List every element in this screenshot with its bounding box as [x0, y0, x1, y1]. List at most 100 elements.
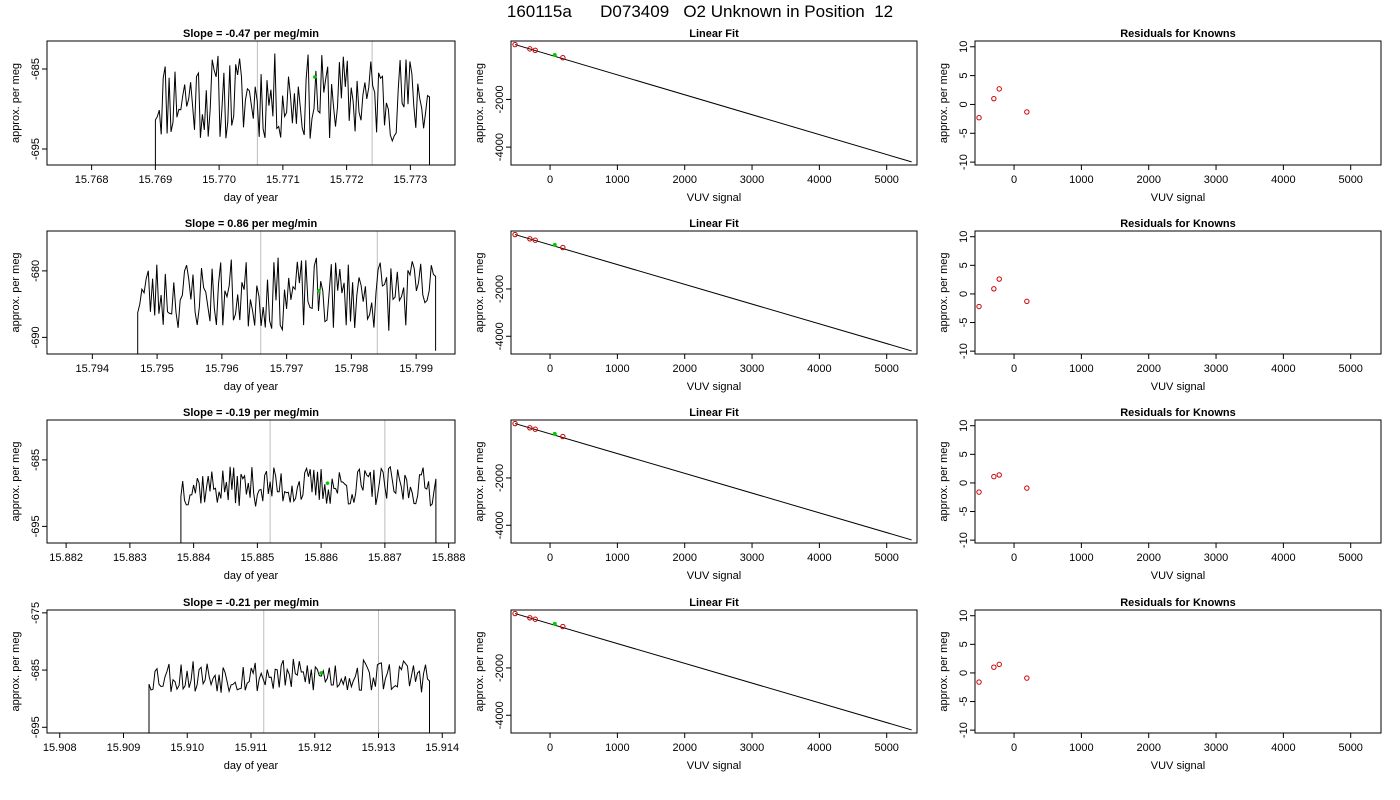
residual-point [1024, 298, 1030, 305]
x-axis-label: day of year [224, 192, 279, 204]
panel-6: Residuals for Knowns 0 1000 2000 3000 4000 500… [938, 218, 1382, 393]
x-axis-label: day of year [224, 570, 279, 582]
y-tick-label: 10 [958, 231, 970, 243]
panel-title: Slope = -0.47 per meg/min [183, 28, 319, 40]
plot-area [180, 420, 437, 543]
known-point [512, 41, 518, 48]
panel-3: Residuals for Knowns 0 1000 2000 3000 4000 500… [938, 28, 1382, 204]
y-axis-label: approx. per meg [474, 631, 486, 711]
y-axis-label: approx. per meg [474, 63, 486, 143]
x-tick-label: 2000 [1136, 174, 1160, 186]
panel-title: Linear Fit [689, 28, 739, 40]
residual-point [976, 115, 982, 121]
x-tick-label: 15.908 [43, 742, 77, 754]
y-axis-label: approx. per meg [938, 252, 950, 332]
x-tick-label: 0 [1011, 552, 1017, 564]
y-tick-label: -10 [958, 343, 970, 359]
y-axis-label: approx. per meg [938, 441, 950, 521]
panel-title: Slope = 0.86 per meg/min [185, 218, 318, 230]
panel-title: Slope = -0.21 per meg/min [183, 597, 319, 609]
y-tick-label: -2000 [494, 85, 506, 113]
x-tick-label: 15.885 [241, 552, 275, 564]
x-tick-label: 2000 [1136, 742, 1160, 754]
fit-line [514, 613, 912, 731]
y-tick-label: -695 [30, 138, 42, 160]
x-tick-label: 2000 [672, 174, 696, 186]
data-series-line [154, 53, 430, 165]
panel-2: Linear Fit 0 1000 2000 3000 4000 5000 -4000 -200… [474, 28, 918, 204]
y-tick-label: 0 [958, 480, 970, 486]
y-tick-label: 0 [958, 101, 970, 107]
x-tick-label: 5000 [874, 742, 898, 754]
y-tick-label: -4000 [494, 322, 506, 350]
known-point [512, 420, 518, 427]
fit-line [514, 423, 912, 541]
x-axis-label: VUV signal [687, 570, 741, 582]
x-tick-label: 15.884 [177, 552, 211, 564]
x-tick-label: 15.797 [270, 363, 304, 375]
x-tick-label: 2000 [1136, 363, 1160, 375]
panel-4: Slope = 0.86 per meg/min 15.794 15.795 15.7… [10, 218, 456, 393]
unknown-point [552, 242, 557, 247]
panel-title: Linear Fit [689, 597, 739, 609]
y-tick-label: -5 [958, 697, 970, 707]
x-tick-label: 15.886 [304, 552, 338, 564]
unknown-point [325, 481, 330, 485]
x-tick-label: 0 [547, 742, 553, 754]
plot-frame [974, 419, 1382, 544]
x-tick-label: 15.911 [235, 742, 268, 754]
plot-area [137, 231, 437, 354]
x-tick-label: 5000 [874, 552, 898, 564]
panel-8: Linear Fit 0 1000 2000 3000 4000 5000 -4000 -200… [474, 407, 918, 582]
y-axis-label: approx. per meg [10, 441, 22, 521]
x-tick-label: 2000 [672, 363, 696, 375]
y-axis-label: approx. per meg [938, 63, 950, 143]
y-axis-label: approx. per meg [474, 441, 486, 521]
known-point [512, 610, 518, 617]
residual-point [976, 489, 982, 495]
data-series-line [148, 658, 430, 733]
x-tick-label: 5000 [1338, 174, 1362, 186]
x-tick-label: 4000 [1271, 552, 1295, 564]
x-tick-label: 15.914 [425, 742, 459, 754]
y-tick-label: 0 [958, 670, 970, 676]
y-tick-label: 10 [958, 41, 970, 53]
y-tick-label: 5 [958, 262, 970, 268]
x-tick-label: 4000 [1271, 174, 1295, 186]
known-point [527, 46, 533, 52]
panel-9: Residuals for Knowns 0 1000 2000 3000 4000 500… [938, 407, 1382, 582]
x-tick-label: 4000 [807, 552, 831, 564]
plot-area [976, 472, 1030, 495]
panel-title: Residuals for Knowns [1120, 407, 1236, 419]
unknown-point [552, 431, 557, 436]
y-axis-label: approx. per meg [10, 252, 22, 332]
x-tick-label: 2000 [672, 552, 696, 564]
y-tick-label: -695 [30, 716, 42, 738]
x-tick-label: 0 [547, 552, 553, 564]
y-tick-label: -685 [30, 449, 42, 471]
residual-point [996, 472, 1002, 478]
plot-area [512, 610, 912, 731]
panel-12: Residuals for Knowns 0 1000 2000 3000 4000 500… [938, 597, 1382, 772]
known-point [560, 623, 566, 630]
y-axis-label: approx. per meg [474, 252, 486, 332]
x-tick-label: 5000 [874, 174, 898, 186]
x-tick-label: 15.910 [170, 742, 204, 754]
x-tick-label: 3000 [1204, 174, 1228, 186]
x-tick-label: 4000 [1271, 742, 1295, 754]
residual-point [1024, 675, 1030, 681]
residual-point [991, 473, 997, 480]
panel-7: Slope = -0.19 per meg/min 15.882 15.883 15.… [10, 407, 465, 582]
unknown-point [552, 621, 557, 626]
y-tick-label: -5 [958, 128, 970, 138]
residual-point [976, 303, 982, 310]
y-tick-label: -680 [30, 260, 42, 282]
x-tick-label: 1000 [605, 552, 629, 564]
x-tick-label: 15.796 [205, 363, 239, 375]
x-tick-label: 15.773 [394, 174, 428, 186]
data-series-line [180, 465, 437, 543]
y-axis-label: approx. per meg [938, 631, 950, 711]
x-tick-label: 2000 [1136, 552, 1160, 564]
panel-1: Slope = -0.47 per meg/min 15.768 15.769 15.… [10, 28, 456, 204]
x-axis-label: VUV signal [1151, 192, 1205, 204]
